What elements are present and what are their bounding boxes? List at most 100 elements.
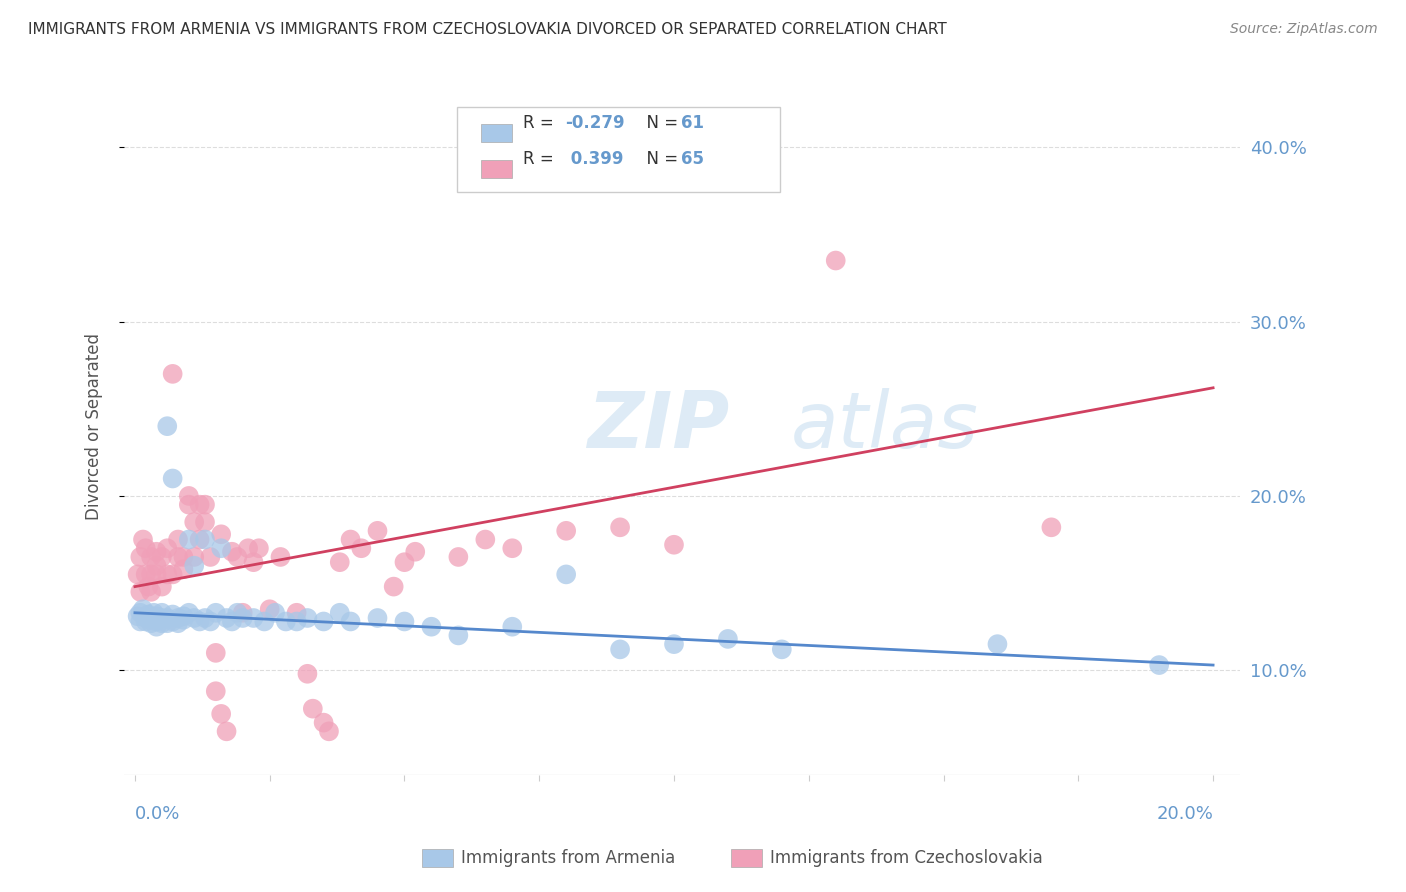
Point — [172, 562, 194, 576]
Point — [145, 567, 167, 582]
Text: atlas: atlas — [790, 388, 979, 464]
Point — [329, 606, 352, 620]
Point — [135, 611, 157, 625]
Point — [167, 533, 190, 547]
Point — [129, 584, 152, 599]
Point — [150, 616, 173, 631]
Point — [209, 706, 232, 721]
Point — [1040, 520, 1063, 534]
Point — [177, 498, 200, 512]
Point — [145, 545, 167, 559]
Point — [474, 533, 496, 547]
Text: 61: 61 — [681, 114, 703, 132]
Point — [188, 533, 211, 547]
Point — [150, 606, 173, 620]
Point — [183, 515, 205, 529]
Point — [242, 555, 264, 569]
Point — [139, 611, 162, 625]
Point — [150, 549, 173, 564]
Point — [209, 527, 232, 541]
Point — [142, 606, 165, 620]
Text: Immigrants from Czechoslovakia: Immigrants from Czechoslovakia — [770, 849, 1043, 867]
Text: R =: R = — [523, 150, 560, 168]
Text: -0.279: -0.279 — [565, 114, 624, 132]
Point — [236, 541, 259, 556]
Point — [135, 567, 157, 582]
Point — [312, 615, 335, 629]
Point — [194, 611, 217, 625]
Point — [156, 616, 179, 631]
Text: Source: ZipAtlas.com: Source: ZipAtlas.com — [1230, 22, 1378, 37]
Point — [609, 642, 631, 657]
Point — [447, 549, 470, 564]
Point — [274, 615, 297, 629]
Point — [150, 611, 173, 625]
Point — [204, 646, 226, 660]
Point — [200, 549, 222, 564]
Point — [162, 471, 184, 485]
Point — [209, 541, 232, 556]
Text: 0.0%: 0.0% — [135, 805, 180, 823]
Point — [177, 533, 200, 547]
Point — [172, 609, 194, 624]
Point — [132, 533, 155, 547]
Text: 0.399: 0.399 — [565, 150, 624, 168]
Point — [329, 555, 352, 569]
Point — [247, 541, 270, 556]
Point — [129, 615, 152, 629]
Point — [162, 607, 184, 622]
Point — [200, 615, 222, 629]
Point — [132, 602, 155, 616]
Point — [253, 615, 276, 629]
Y-axis label: Divorced or Separated: Divorced or Separated — [86, 333, 103, 520]
Point — [264, 606, 287, 620]
Point — [139, 549, 162, 564]
Point — [135, 615, 157, 629]
Point — [129, 606, 152, 620]
Point — [138, 607, 160, 622]
Point — [215, 611, 238, 625]
Point — [447, 628, 470, 642]
Point — [127, 609, 149, 624]
Point — [150, 580, 173, 594]
Point — [194, 498, 217, 512]
Point — [232, 611, 254, 625]
Point — [662, 538, 685, 552]
Point — [394, 615, 416, 629]
Point — [226, 606, 249, 620]
Text: N =: N = — [636, 114, 683, 132]
Point — [139, 567, 162, 582]
Point — [232, 606, 254, 620]
Point — [221, 615, 243, 629]
Text: N =: N = — [636, 150, 683, 168]
Point — [259, 602, 281, 616]
Point — [339, 615, 361, 629]
Point — [183, 611, 205, 625]
Point — [609, 520, 631, 534]
Text: Immigrants from Armenia: Immigrants from Armenia — [461, 849, 675, 867]
Point — [156, 419, 179, 434]
Point — [420, 620, 443, 634]
Point — [215, 724, 238, 739]
Point — [172, 549, 194, 564]
Point — [350, 541, 373, 556]
Point — [188, 615, 211, 629]
Point — [312, 715, 335, 730]
Point — [145, 609, 167, 624]
Point — [770, 642, 793, 657]
Point — [156, 541, 179, 556]
Point — [162, 615, 184, 629]
Point — [204, 606, 226, 620]
Point — [226, 549, 249, 564]
Point — [204, 684, 226, 698]
Point — [138, 580, 160, 594]
Point — [188, 498, 211, 512]
Point — [501, 620, 523, 634]
Point — [297, 611, 319, 625]
Point — [183, 558, 205, 573]
Point — [339, 533, 361, 547]
Point — [139, 584, 162, 599]
Point — [145, 615, 167, 629]
Point — [824, 253, 846, 268]
Point — [366, 524, 388, 538]
